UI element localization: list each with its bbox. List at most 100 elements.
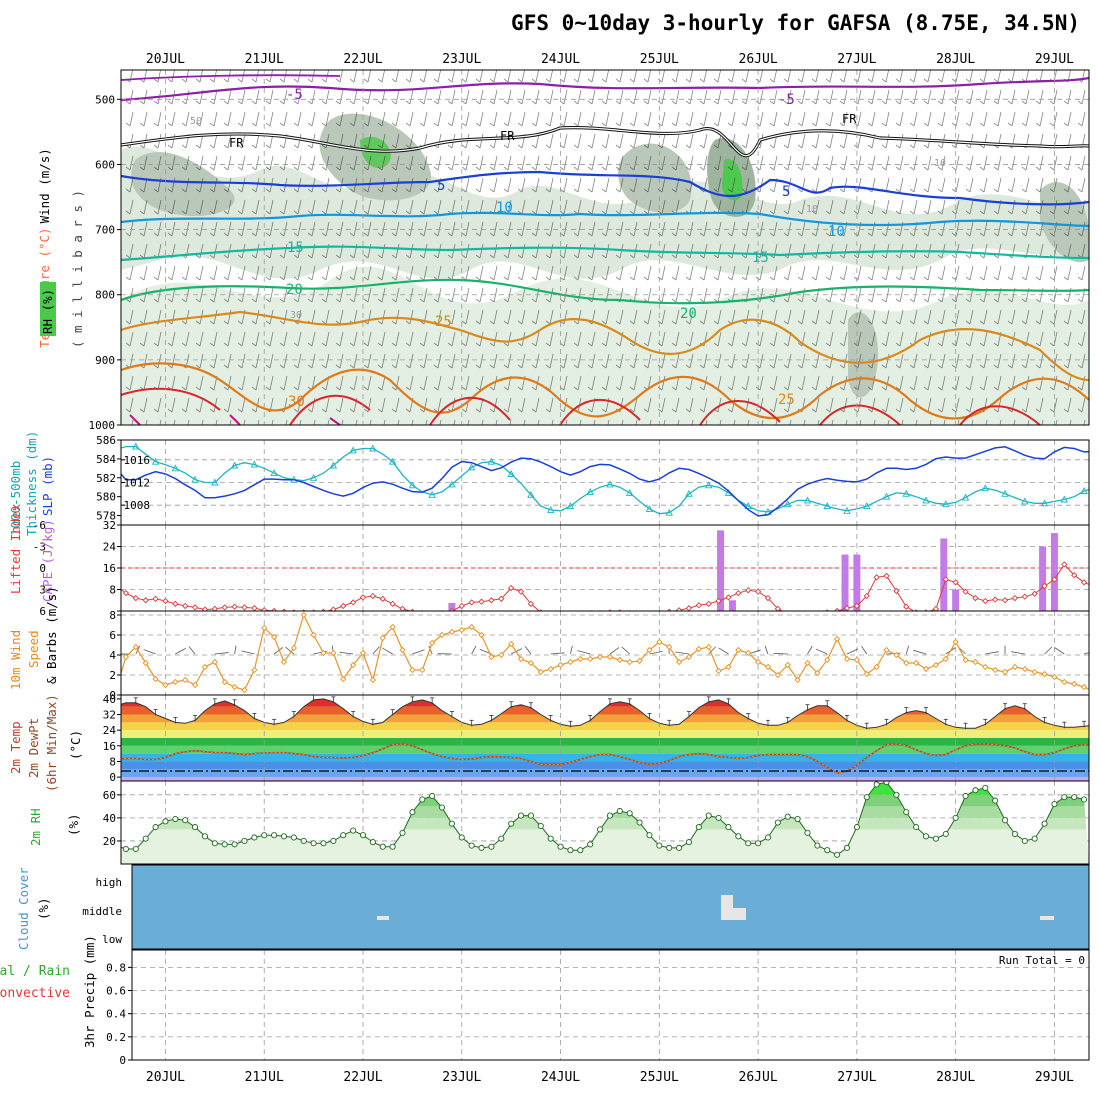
wind-speed-point — [873, 663, 880, 671]
precip-legend-total: Total / Rain — [0, 964, 70, 979]
wind-speed-point — [508, 640, 515, 648]
wind-speed-point — [577, 655, 584, 663]
thickness-point — [902, 489, 911, 497]
li-tick-label: 6 — [39, 605, 46, 618]
isotherm-25 — [121, 310, 1089, 382]
thickness-point — [942, 500, 950, 508]
wind-speed-point — [290, 644, 297, 652]
label-rh-50: 50 — [190, 116, 202, 127]
lifted-index-point — [1080, 579, 1088, 586]
precip-tick-label: 0.4 — [106, 1008, 126, 1021]
temperature-band — [121, 745, 1089, 754]
bottom-day-label: 23JUL — [442, 1070, 481, 1085]
thickness-point — [369, 444, 377, 452]
temperature-band — [121, 769, 1089, 778]
thickness-ticks: 578 580 582 584 586 — [96, 434, 121, 523]
thickness-point — [961, 493, 970, 501]
wind-tick-label: 2 — [109, 669, 116, 682]
bottom-day-label: 20JUL — [146, 1070, 185, 1085]
rh-shade-group — [868, 782, 991, 795]
wind-speed-point — [804, 659, 811, 667]
dewpoint-series — [121, 743, 1089, 775]
upper-air-panel: -5 -5 FR FR FR 5 5 10 10 15 15 20 20 25 … — [37, 69, 1090, 432]
rh-shade — [868, 782, 991, 795]
thickness-point — [1060, 495, 1069, 503]
wind-speed-point — [972, 658, 979, 666]
wind-speed-point — [379, 634, 386, 642]
lifted-index-point — [488, 597, 495, 604]
rh-point — [843, 844, 851, 851]
rh-point — [300, 837, 307, 844]
thickness-point — [823, 502, 832, 510]
lifted-index-point — [863, 592, 870, 600]
wind-speed-point — [1041, 670, 1048, 678]
lifted-index-point — [478, 598, 485, 605]
wind-speed-point — [715, 667, 722, 675]
wind-barb — [339, 651, 354, 655]
thickness-point — [388, 457, 397, 465]
wind-barb — [143, 649, 156, 655]
wind-speed-point — [695, 645, 702, 653]
lifted-index-point — [1001, 597, 1009, 604]
rh-point — [932, 835, 939, 842]
wind-barb — [1083, 652, 1089, 655]
rh-point — [1011, 830, 1018, 838]
wind-speed-point — [922, 665, 930, 673]
pressure-ticks: 500 600 700 800 900 1000 — [89, 93, 121, 432]
pressure-tick-label: 900 — [95, 354, 115, 367]
rh-point — [517, 812, 525, 819]
temperature-series — [121, 698, 1089, 729]
rh-point — [369, 839, 376, 846]
rh-point — [903, 809, 910, 816]
rh-point — [409, 809, 416, 816]
wind-barb — [382, 647, 393, 655]
lifted-index-point — [1021, 593, 1028, 600]
cloud-gaps — [377, 895, 1054, 920]
wind-speed-point — [221, 678, 228, 686]
rh-shade — [153, 817, 1087, 830]
thickness-point — [408, 481, 417, 489]
wind-barb — [175, 648, 186, 655]
rh-point — [221, 841, 228, 848]
rh-point — [508, 820, 515, 827]
cape-ylabel: CAPE (J/kg) — [40, 519, 55, 602]
rh-ticks: 20 40 60 — [103, 789, 121, 848]
wind-speed-point — [833, 635, 841, 643]
rh-tick-label: 20 — [103, 835, 116, 848]
bottom-day-label: 21JUL — [245, 1070, 284, 1085]
wind-speed-point — [399, 646, 406, 654]
wind-speed-point — [646, 646, 653, 654]
freezing-level-line-inner — [121, 127, 1089, 157]
lifted-index-point — [754, 588, 762, 595]
lifted-index-point — [221, 604, 228, 611]
wind-speed-point — [1061, 678, 1068, 686]
wind-speed-point — [843, 655, 851, 663]
top-day-labels: 20JUL 21JUL 22JUL 23JUL 24JUL 25JUL 26JUL 27JUL… — [146, 52, 1074, 67]
wind-speed-point — [735, 646, 742, 654]
wind-ylabel-1: 10m Wind — [8, 630, 23, 690]
rh-point — [1061, 794, 1068, 801]
li-tick-label: 3 — [39, 584, 46, 597]
lifted-index-point — [330, 606, 337, 611]
rh-point — [340, 832, 347, 839]
label-15-a: 15 — [287, 240, 304, 256]
rh-point — [656, 842, 663, 849]
thickness-point — [349, 446, 357, 454]
thickness-point — [467, 463, 476, 471]
thickness-line — [121, 445, 1089, 515]
temp-tick-label: 8 — [109, 755, 116, 768]
rh-point — [567, 847, 574, 854]
label-30: 30 — [288, 394, 305, 410]
lifted-index-point — [1051, 576, 1058, 583]
cloud-level-label: high — [96, 876, 123, 889]
wind-speed-point — [172, 678, 179, 686]
wind-barb — [471, 645, 477, 655]
rh-point — [784, 813, 791, 820]
rh-point — [429, 792, 436, 800]
lifted-index-point — [152, 595, 159, 602]
wind-speed-point — [616, 656, 623, 664]
rh-point — [359, 832, 367, 839]
rh-ylabel-unit: (%) — [66, 813, 81, 836]
thickness-point — [428, 490, 436, 498]
